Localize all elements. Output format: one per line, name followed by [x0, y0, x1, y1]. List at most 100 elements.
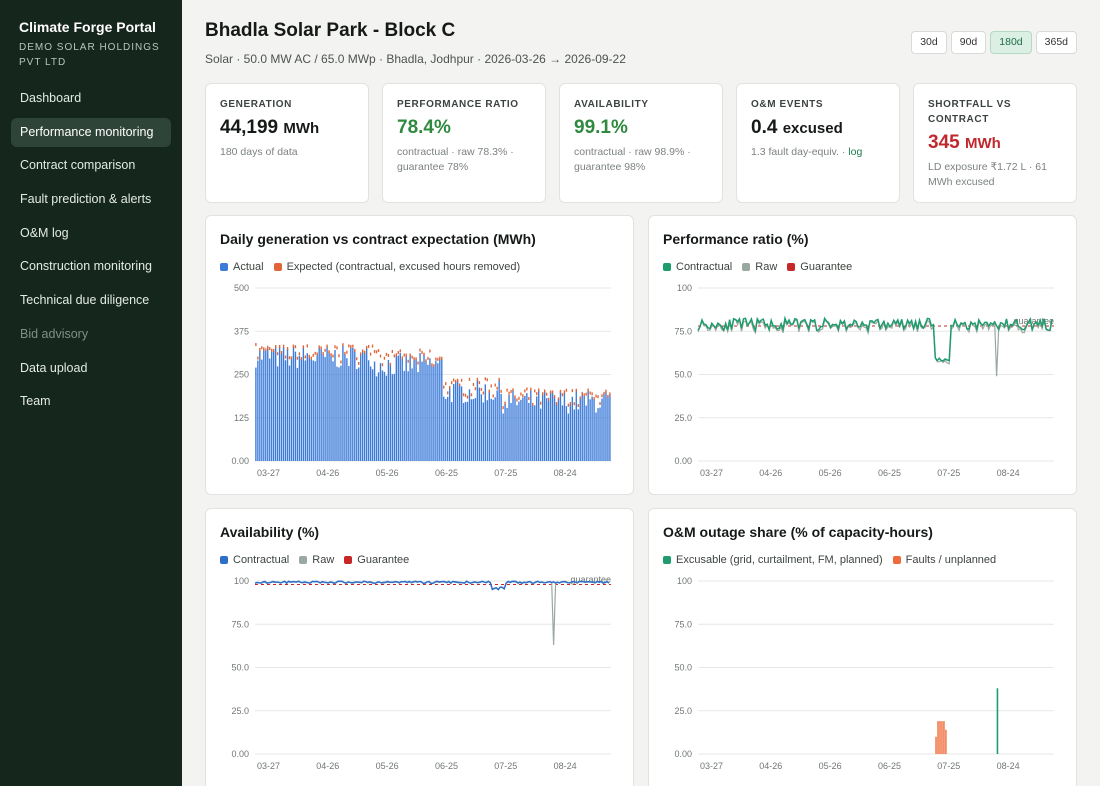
bar-actual	[555, 404, 558, 461]
bar-expected	[302, 345, 305, 349]
bar-fault	[945, 729, 947, 754]
bar-expected	[423, 352, 425, 356]
bar-actual	[259, 349, 261, 461]
sidebar-item-construction-monitoring[interactable]: Construction monitoring	[20, 259, 153, 274]
bar-actual	[407, 371, 409, 461]
bar-expected	[338, 354, 340, 358]
bar-actual	[593, 399, 595, 461]
bar-fault	[941, 721, 943, 754]
bar-actual	[395, 355, 397, 461]
kpi-note: 180 days of data	[220, 146, 298, 158]
bar-actual	[571, 396, 574, 461]
date-range-selector: 30d 90d 180d 365d	[911, 31, 1077, 54]
range-365d-button[interactable]: 365d	[1035, 31, 1077, 54]
bar-expected	[603, 391, 605, 395]
kpi-generation: GENERATION 44,199 MWh 180 days of data	[205, 83, 369, 203]
bar-expected	[276, 352, 279, 356]
bar-actual	[354, 350, 356, 461]
bar-expected	[599, 401, 601, 405]
range-90d-button[interactable]: 90d	[950, 31, 987, 54]
bar-actual	[310, 359, 312, 461]
chart-legend: Contractual Raw Guarantee	[220, 554, 409, 566]
bar-actual	[569, 403, 572, 461]
sidebar-item-fault-prediction[interactable]: Fault prediction & alerts	[20, 192, 152, 207]
bar-actual	[591, 396, 593, 461]
sidebar-item-performance-monitoring[interactable]: Performance monitoring	[11, 117, 171, 147]
bar-actual	[328, 352, 330, 461]
bar-actual	[492, 399, 494, 461]
bar-expected	[593, 397, 595, 401]
bar-actual	[332, 361, 334, 461]
bar-expected	[290, 356, 293, 360]
sidebar-item-om-log[interactable]: O&M log	[20, 225, 69, 240]
bar-expected	[439, 356, 441, 360]
bar-expected	[551, 390, 554, 394]
bar-actual	[267, 347, 269, 461]
bar-expected	[441, 356, 443, 360]
bar-expected	[563, 390, 566, 394]
bar-actual	[427, 364, 429, 461]
range-30d-button[interactable]: 30d	[911, 31, 947, 54]
bar-actual	[377, 372, 380, 461]
bar-expected	[543, 389, 546, 393]
om-outage-panel: 0.00 25.0 50.0 75.0 100 03-27 04-26 05-26 06-25 0…	[648, 508, 1077, 786]
bar-actual	[334, 350, 336, 461]
sidebar-item-contract-comparison[interactable]: Contract comparison	[20, 158, 136, 173]
bar-expected	[587, 388, 589, 392]
series-line-contractual	[254, 580, 610, 591]
chart-title: Performance ratio (%)	[663, 231, 809, 247]
om-log-link[interactable]: log	[848, 146, 863, 158]
bar-actual	[494, 397, 496, 461]
bar-actual	[338, 367, 340, 461]
kpi-number: 0.4	[751, 117, 778, 138]
bar-actual	[419, 353, 421, 461]
bar-actual	[577, 409, 579, 461]
bar-actual	[587, 390, 589, 461]
sidebar-item-dashboard[interactable]: Dashboard	[20, 91, 82, 105]
kpi-number: 44,199	[220, 117, 279, 138]
x-tick-label: 08-24	[997, 761, 1020, 771]
range-180d-button[interactable]: 180d	[990, 31, 1032, 54]
kpi-value: 99.1%	[574, 117, 628, 138]
bar-actual	[375, 376, 378, 461]
bar-actual	[478, 387, 481, 461]
bar-expected	[369, 352, 372, 356]
legend-swatch	[344, 556, 353, 564]
y-tick-label: 100	[677, 576, 692, 586]
bar-actual	[300, 359, 303, 461]
sidebar-item-data-upload[interactable]: Data upload	[20, 360, 88, 375]
y-tick-label: 75.0	[674, 619, 692, 629]
kpi-value: 345 MWh	[928, 132, 1062, 154]
bar-actual	[340, 365, 342, 461]
bar-actual	[583, 395, 585, 461]
bar-actual	[553, 396, 556, 461]
bar-expected	[585, 392, 587, 396]
chart-title: Daily generation vs contract expectation…	[220, 231, 536, 247]
bar-actual	[352, 347, 354, 461]
bar-expected	[464, 393, 467, 397]
bar-actual	[454, 381, 457, 461]
bar-expected	[470, 393, 473, 397]
bar-actual	[563, 392, 566, 461]
bar-expected	[478, 381, 481, 385]
y-tick-label: 75.0	[231, 619, 249, 629]
kpi-row: GENERATION 44,199 MWh 180 days of data P…	[205, 83, 1077, 203]
bar-actual	[543, 391, 546, 461]
y-tick-label: 500	[234, 283, 249, 293]
bar-expected	[395, 353, 397, 357]
bar-expected	[456, 378, 459, 382]
bar-expected	[286, 347, 289, 351]
sidebar-item-technical-due-diligence[interactable]: Technical due diligence	[20, 293, 150, 308]
bar-actual	[520, 399, 522, 461]
sidebar-item-team[interactable]: Team	[20, 394, 51, 409]
bar-actual	[280, 353, 283, 461]
bar-actual	[298, 355, 301, 461]
bar-expected	[278, 344, 281, 348]
legend-item-contractual: Contractual	[663, 261, 732, 273]
bar-actual	[393, 373, 396, 461]
legend-swatch	[220, 556, 228, 564]
bar-expected	[340, 360, 342, 364]
kpi-unit: excused	[782, 120, 843, 137]
bar-expected	[547, 397, 550, 401]
legend-item-excusable: Excusable (grid, curtailment, FM, planne…	[663, 554, 883, 566]
